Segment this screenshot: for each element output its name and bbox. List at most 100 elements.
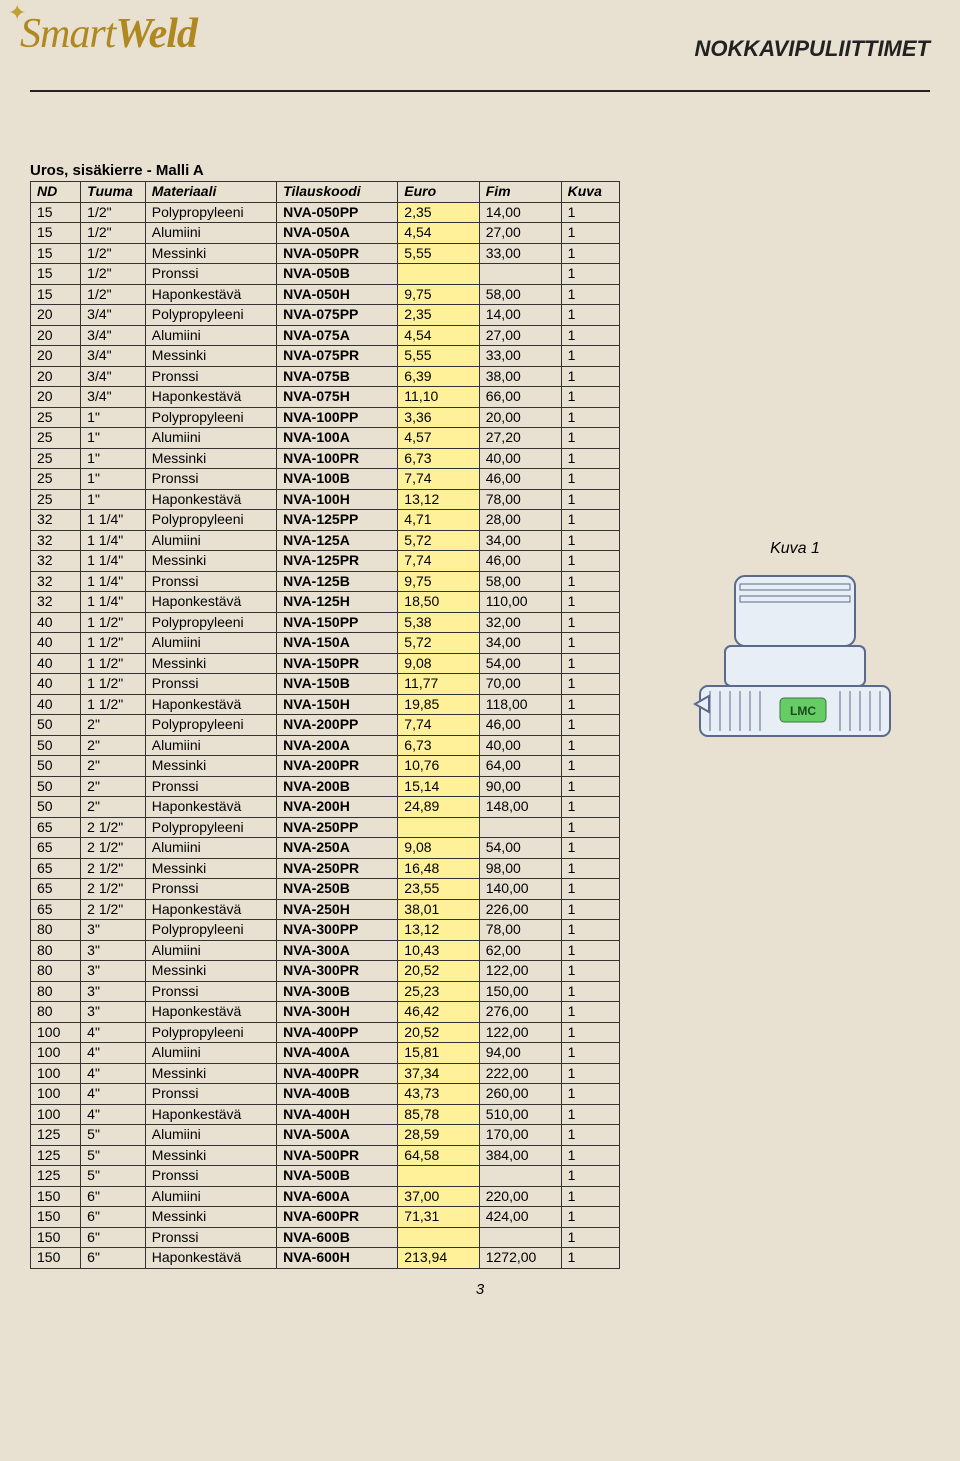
- table-cell: 37,00: [398, 1186, 479, 1207]
- table-cell: 1: [561, 776, 619, 797]
- table-cell: 2 1/2": [81, 858, 146, 879]
- table-cell: 20: [31, 387, 81, 408]
- table-cell: NVA-600B: [277, 1227, 398, 1248]
- table-cell: 1: [561, 797, 619, 818]
- table-cell: [479, 264, 561, 285]
- table-cell: 3": [81, 981, 146, 1002]
- table-cell: Polypropyleeni: [145, 920, 276, 941]
- table-cell: 1: [561, 366, 619, 387]
- table-cell: 50: [31, 797, 81, 818]
- table-cell: 1: [561, 940, 619, 961]
- table-cell: Messinki: [145, 346, 276, 367]
- table-cell: 10,43: [398, 940, 479, 961]
- table-cell: 40: [31, 653, 81, 674]
- table-cell: NVA-075PR: [277, 346, 398, 367]
- table-cell: 78,00: [479, 489, 561, 510]
- table-cell: 4,71: [398, 510, 479, 531]
- table-cell: 20,52: [398, 961, 479, 982]
- col-header-euro: Euro: [398, 182, 479, 203]
- table-cell: 6": [81, 1207, 146, 1228]
- table-cell: 5": [81, 1125, 146, 1146]
- table-row: 251"PolypropyleeniNVA-100PP3,3620,001: [31, 407, 620, 428]
- table-cell: 15: [31, 202, 81, 223]
- table-cell: 65: [31, 817, 81, 838]
- table-cell: Alumiini: [145, 325, 276, 346]
- table-cell: 1 1/2": [81, 612, 146, 633]
- table-cell: 50: [31, 756, 81, 777]
- table-cell: 1: [561, 838, 619, 859]
- figure-kuva-1: Kuva 1 LMC: [680, 540, 910, 766]
- table-cell: NVA-300B: [277, 981, 398, 1002]
- table-cell: 28,00: [479, 510, 561, 531]
- table-cell: 15,81: [398, 1043, 479, 1064]
- table-cell: Alumiini: [145, 735, 276, 756]
- table-cell: NVA-250PR: [277, 858, 398, 879]
- table-cell: NVA-150B: [277, 674, 398, 695]
- table-cell: 1272,00: [479, 1248, 561, 1269]
- table-cell: Haponkestävä: [145, 797, 276, 818]
- table-cell: 260,00: [479, 1084, 561, 1105]
- table-cell: 6": [81, 1186, 146, 1207]
- table-cell: 1: [561, 469, 619, 490]
- table-cell: 43,73: [398, 1084, 479, 1105]
- table-cell: NVA-200H: [277, 797, 398, 818]
- table-row: 151/2"PronssiNVA-050B1: [31, 264, 620, 285]
- table-cell: 1: [561, 1207, 619, 1228]
- table-cell: 1: [561, 612, 619, 633]
- table-cell: 65: [31, 899, 81, 920]
- table-cell: NVA-300H: [277, 1002, 398, 1023]
- table-cell: Polypropyleeni: [145, 202, 276, 223]
- catalog-page: ✦ SmartWeld NOKKAVIPULIITTIMET Uros, sis…: [0, 0, 960, 1461]
- table-cell: 150: [31, 1207, 81, 1228]
- table-cell: 1": [81, 489, 146, 510]
- table-row: 401 1/2"PronssiNVA-150B11,7770,001: [31, 674, 620, 695]
- table-row: 151/2"AlumiiniNVA-050A4,5427,001: [31, 223, 620, 244]
- table-cell: 18,50: [398, 592, 479, 613]
- table-cell: 90,00: [479, 776, 561, 797]
- table-cell: 4": [81, 1022, 146, 1043]
- table-cell: 15: [31, 243, 81, 264]
- table-cell: 1 1/4": [81, 551, 146, 572]
- table-cell: Pronssi: [145, 1227, 276, 1248]
- table-header-row: ND Tuuma Materiaali Tilauskoodi Euro Fim…: [31, 182, 620, 203]
- table-cell: 5,55: [398, 346, 479, 367]
- table-cell: 2,35: [398, 202, 479, 223]
- table-cell: 213,94: [398, 1248, 479, 1269]
- table-cell: NVA-200A: [277, 735, 398, 756]
- table-cell: 25: [31, 489, 81, 510]
- table-row: 1255"MessinkiNVA-500PR64,58384,001: [31, 1145, 620, 1166]
- table-cell: NVA-150H: [277, 694, 398, 715]
- table-row: 251"MessinkiNVA-100PR6,7340,001: [31, 448, 620, 469]
- table-cell: 118,00: [479, 694, 561, 715]
- table-cell: 71,31: [398, 1207, 479, 1228]
- table-cell: 2": [81, 756, 146, 777]
- table-cell: 222,00: [479, 1063, 561, 1084]
- product-table: ND Tuuma Materiaali Tilauskoodi Euro Fim…: [30, 181, 620, 1269]
- table-cell: NVA-500A: [277, 1125, 398, 1146]
- table-cell: 25: [31, 407, 81, 428]
- table-row: 1255"AlumiiniNVA-500A28,59170,001: [31, 1125, 620, 1146]
- table-cell: Haponkestävä: [145, 1248, 276, 1269]
- table-cell: Messinki: [145, 448, 276, 469]
- table-cell: NVA-075A: [277, 325, 398, 346]
- table-row: 1506"MessinkiNVA-600PR71,31424,001: [31, 1207, 620, 1228]
- table-cell: 27,00: [479, 223, 561, 244]
- table-cell: 11,77: [398, 674, 479, 695]
- table-cell: 54,00: [479, 838, 561, 859]
- table-cell: Messinki: [145, 1145, 276, 1166]
- table-cell: NVA-075B: [277, 366, 398, 387]
- table-cell: 1": [81, 448, 146, 469]
- table-cell: 46,00: [479, 469, 561, 490]
- table-cell: 100: [31, 1104, 81, 1125]
- table-cell: 1: [561, 346, 619, 367]
- table-row: 401 1/2"HaponkestäväNVA-150H19,85118,001: [31, 694, 620, 715]
- table-cell: 50: [31, 715, 81, 736]
- table-cell: NVA-050A: [277, 223, 398, 244]
- table-cell: 1 1/4": [81, 510, 146, 531]
- table-cell: NVA-150PP: [277, 612, 398, 633]
- table-row: 1004"HaponkestäväNVA-400H85,78510,001: [31, 1104, 620, 1125]
- table-cell: 80: [31, 920, 81, 941]
- table-cell: 1: [561, 202, 619, 223]
- table-cell: Polypropyleeni: [145, 817, 276, 838]
- table-cell: [398, 264, 479, 285]
